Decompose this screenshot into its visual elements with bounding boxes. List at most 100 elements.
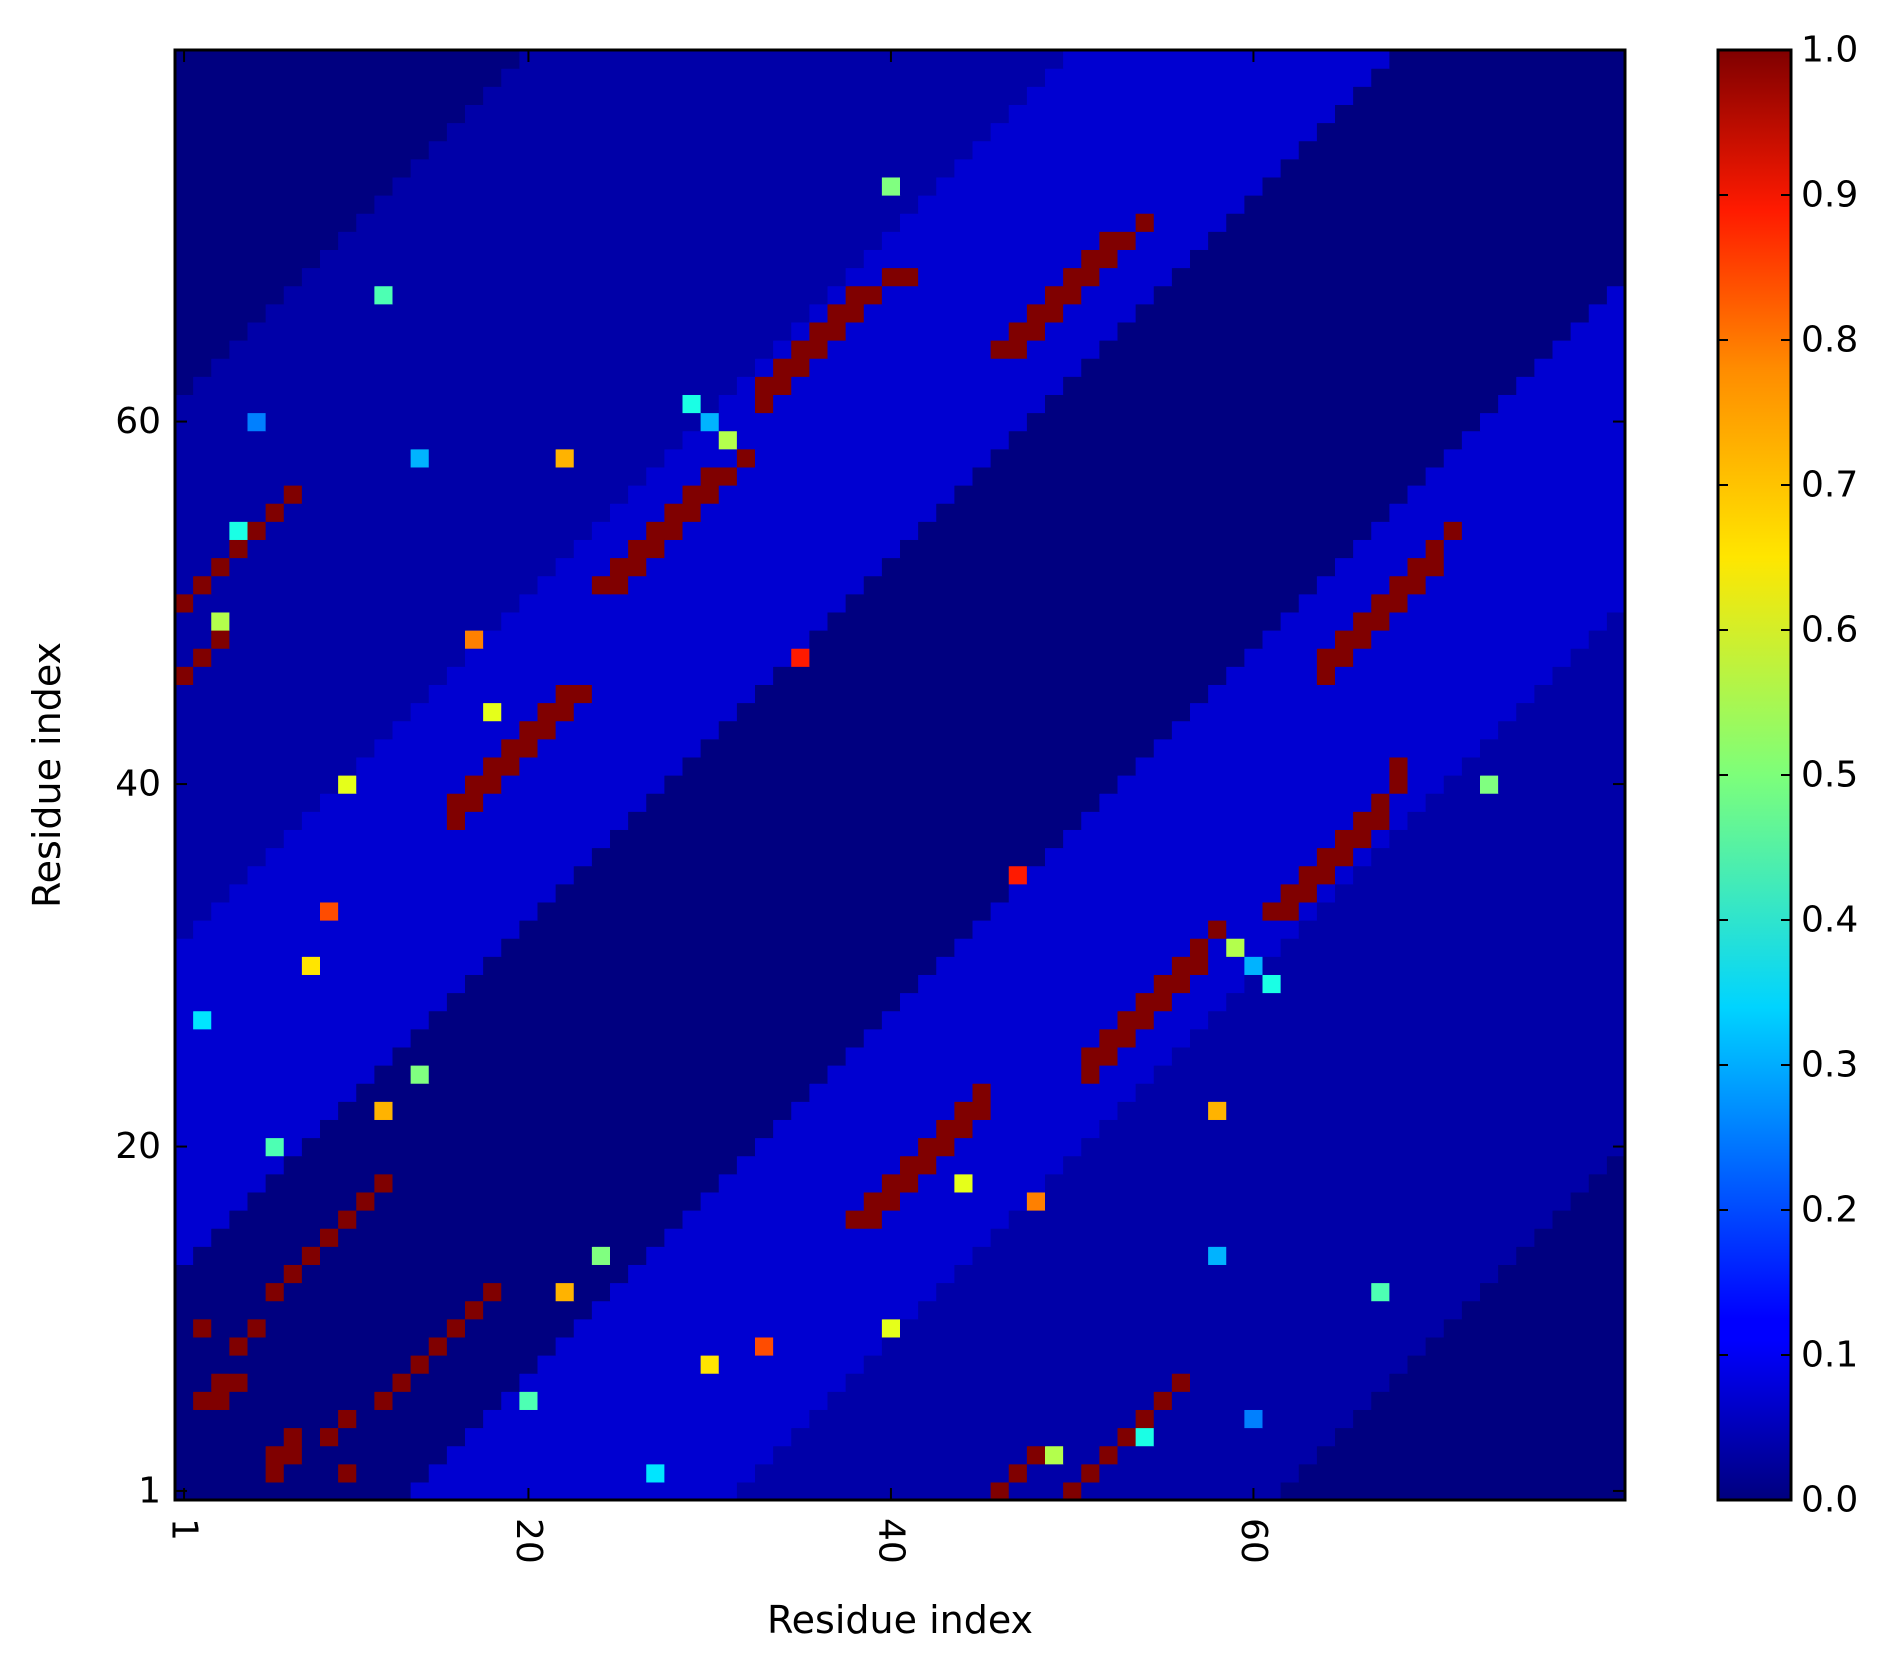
heatmap-cell [1461,1391,1481,1410]
heatmap-cell [1570,865,1590,885]
heatmap-cell [1171,575,1191,595]
heatmap-cell [211,1445,230,1465]
heatmap-cell [1498,1191,1517,1211]
heatmap-cell [1208,829,1227,849]
heatmap-cell [1063,1282,1082,1302]
heatmap-cell [356,738,375,758]
heatmap-cell [954,557,974,577]
heatmap-cell [1570,1246,1590,1265]
heatmap-cell [791,1137,810,1157]
heatmap-cell [918,485,937,504]
heatmap-cell [773,1409,792,1429]
heatmap-cell [1335,847,1354,867]
heatmap-cell [211,1010,230,1030]
heatmap-cell [247,1336,267,1356]
heatmap-cell [682,666,702,685]
heatmap-cell [809,829,829,849]
heatmap-cell [1099,1246,1119,1265]
heatmap-cell [1026,1010,1046,1030]
heatmap-cell [1244,1318,1264,1338]
heatmap-cell [936,1101,955,1120]
heatmap-cell [1244,865,1264,885]
heatmap-cell [755,1246,774,1265]
heatmap-cell [392,1137,412,1157]
heatmap-cell [972,666,992,685]
heatmap-cell [465,1210,484,1229]
heatmap-cell [827,938,847,957]
heatmap-cell [1280,1445,1300,1465]
heatmap-cell [1443,1355,1463,1374]
heatmap-cell [773,611,792,631]
heatmap-cell [1316,412,1336,432]
heatmap-cell [1588,1246,1608,1265]
heatmap-cell [1008,394,1028,414]
heatmap-cell [718,539,738,559]
heatmap-cell [972,1445,992,1465]
heatmap-cell [936,1065,955,1084]
heatmap-cell [646,1409,665,1429]
heatmap-cell [1480,811,1499,830]
heatmap-cell [591,1010,611,1030]
heatmap-cell [465,1028,484,1048]
heatmap-cell [1316,1137,1336,1157]
heatmap-cell [773,1065,792,1084]
heatmap-cell [791,756,810,776]
heatmap-cell [265,611,285,631]
heatmap-cell [211,1228,230,1247]
heatmap-cell [193,992,212,1012]
heatmap-cell [1588,1282,1608,1302]
heatmap-cell [1461,1264,1481,1284]
heatmap-cell [1588,1427,1608,1447]
heatmap-cell [573,539,593,559]
heatmap-cell [809,1264,829,1284]
heatmap-cell [1298,1355,1318,1374]
heatmap-cell [229,974,249,994]
heatmap-cell [682,1391,702,1410]
heatmap-cell [247,376,267,395]
heatmap-cell [410,1336,430,1356]
heatmap-cell [1461,1137,1481,1157]
heatmap-cell [918,575,937,595]
heatmap-cell [1516,376,1535,395]
heatmap-cell [863,1481,883,1501]
heatmap-cell [1208,557,1227,577]
heatmap-cell [664,1427,684,1447]
heatmap-cell [1117,720,1137,740]
heatmap-cell [1063,575,1082,595]
heatmap-cell [791,358,810,377]
heatmap-cell [1099,503,1119,522]
heatmap-cell [392,593,412,613]
heatmap-cell [1570,1137,1590,1157]
heatmap-cell [773,901,792,921]
heatmap-cell [1153,1137,1173,1157]
heatmap-cell [1534,865,1554,885]
heatmap-cell [573,974,593,994]
heatmap-cell [1045,775,1064,794]
heatmap-cell [1407,1391,1427,1410]
heatmap-cell [483,503,502,522]
heatmap-cell [483,793,502,812]
heatmap-cell [410,539,430,559]
heatmap-cell [1371,630,1390,649]
heatmap-cell [610,1463,629,1483]
heatmap-cell [1534,1481,1554,1501]
heatmap-cell [628,1191,647,1211]
heatmap-cell [465,1101,484,1120]
heatmap-cell [1516,684,1535,704]
heatmap-cell [954,883,974,903]
heatmap-cell [900,648,919,667]
heatmap-cell [1371,1264,1390,1284]
heatmap-cell [1063,738,1082,758]
heatmap-cell [646,575,665,595]
heatmap-cell [1135,1409,1155,1429]
heatmap-cell [283,448,303,468]
heatmap-cell [918,1409,937,1429]
heatmap-cell [682,974,702,994]
heatmap-cell [1171,412,1191,432]
heatmap-cell [1226,611,1245,631]
heatmap-cell [1208,1173,1227,1193]
heatmap-cell [247,992,267,1012]
heatmap-cell [1498,1409,1517,1429]
heatmap-cell [211,956,230,975]
heatmap-cell [1570,376,1590,395]
